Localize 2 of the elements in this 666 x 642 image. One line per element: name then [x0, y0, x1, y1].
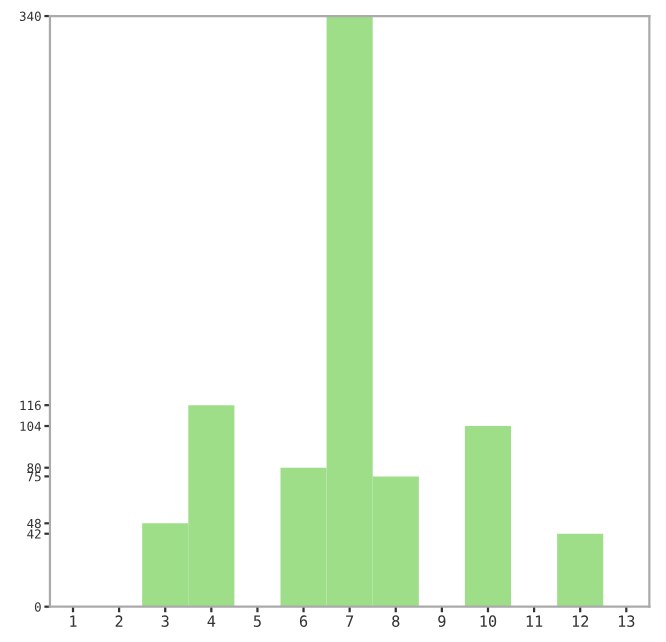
- bar: [464, 426, 512, 607]
- bar: [557, 533, 604, 607]
